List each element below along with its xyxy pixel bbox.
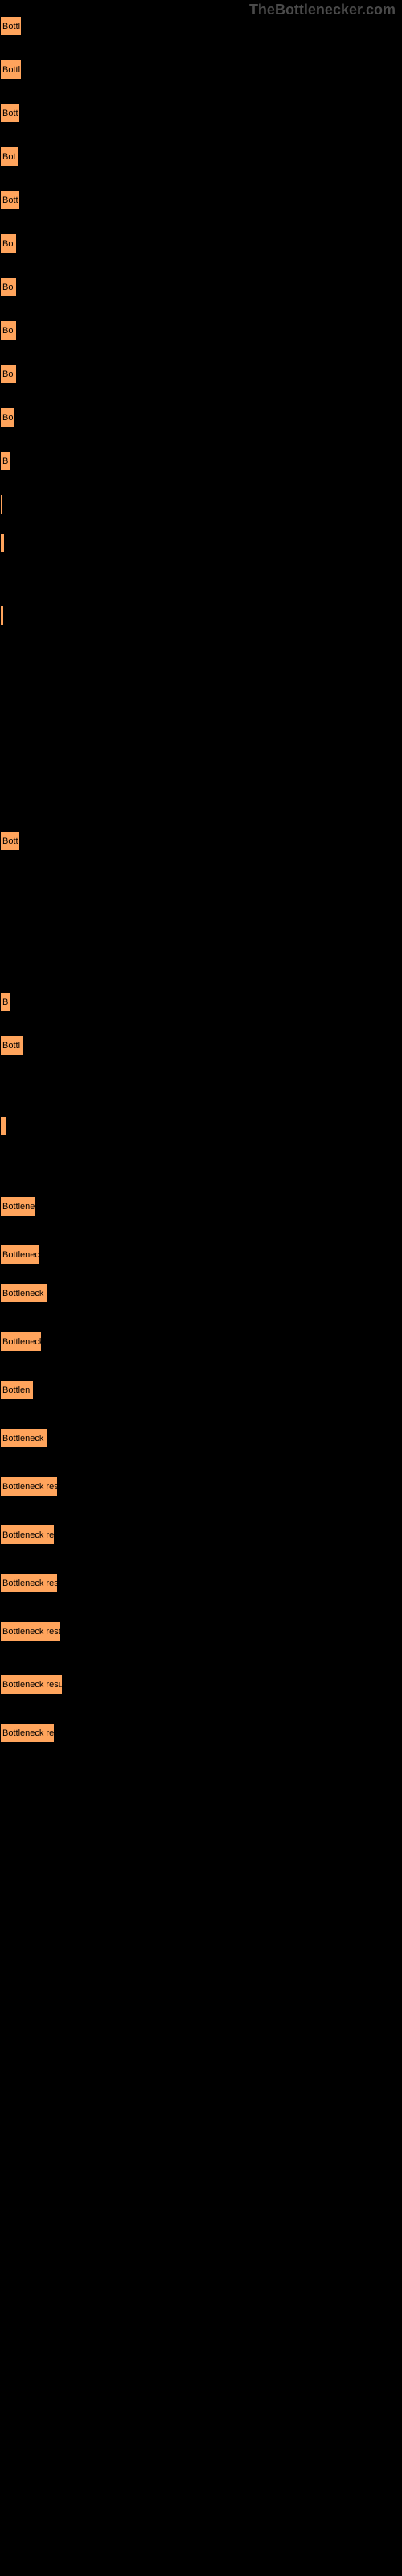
bar: Bottl xyxy=(0,1035,23,1055)
bar-row xyxy=(0,494,402,533)
bar-row: Bot xyxy=(0,147,402,190)
bar: B xyxy=(0,992,10,1012)
bar-label xyxy=(0,1265,402,1281)
bar: Bottl xyxy=(0,60,22,80)
bar-label xyxy=(0,1055,402,1071)
bar-label xyxy=(0,1593,402,1609)
bar-label xyxy=(0,1400,402,1416)
bar-row: Bottlene xyxy=(0,1196,402,1245)
bar-row: B xyxy=(0,992,402,1035)
bar: Bott xyxy=(0,831,20,851)
bar: Bottleneck re xyxy=(0,1723,55,1743)
bar-label xyxy=(0,625,402,642)
bar: Bottleneck xyxy=(0,1331,42,1352)
bar: Bottleneck xyxy=(0,1245,40,1265)
bar-row: Bottleneck res xyxy=(0,1476,402,1525)
bar-label xyxy=(0,80,402,96)
bar-label xyxy=(0,1641,402,1657)
bar-label xyxy=(0,1303,402,1319)
bar-label xyxy=(0,1012,402,1028)
bar-label xyxy=(0,1352,402,1368)
bar-label xyxy=(0,427,402,444)
bar-row: Bo xyxy=(0,320,402,364)
bar-label xyxy=(0,1216,402,1232)
bar: Bott xyxy=(0,190,20,210)
bar-row: Bottleneck r xyxy=(0,1428,402,1476)
bar-label xyxy=(0,36,402,52)
bar-row xyxy=(0,533,402,605)
bar-row: Bottleneck rest xyxy=(0,1621,402,1674)
bar-label xyxy=(0,384,402,400)
bar: Bottleneck res xyxy=(0,1476,58,1496)
bar: Bottleneck r xyxy=(0,1283,48,1303)
bar-row: Bottleneck xyxy=(0,1331,402,1380)
bar: Bottlen xyxy=(0,1380,34,1400)
bar-row: Bottlen xyxy=(0,1380,402,1428)
bar-row: Bottl xyxy=(0,60,402,103)
bar xyxy=(0,605,4,625)
bar-row: Bott xyxy=(0,831,402,992)
bar-row: Bott xyxy=(0,190,402,233)
bar: Bo xyxy=(0,233,17,254)
bar: Bo xyxy=(0,320,17,341)
bar: Bottleneck rest xyxy=(0,1621,61,1641)
bar-label xyxy=(0,167,402,183)
bar-row: Bottleneck resu xyxy=(0,1674,402,1723)
bar-row xyxy=(0,1116,402,1196)
bar: Bo xyxy=(0,277,17,297)
bar-row: Bottleneck res xyxy=(0,1573,402,1621)
bar: Bott xyxy=(0,103,20,123)
bar-row: Bottleneck re xyxy=(0,1723,402,1771)
bar-row: B xyxy=(0,451,402,494)
bar-label xyxy=(0,471,402,487)
bar xyxy=(0,533,5,553)
bar: Bottleneck res xyxy=(0,1573,58,1593)
bar-row: Bottleneck re xyxy=(0,1525,402,1573)
bar-label xyxy=(0,1545,402,1561)
bar: Bottl xyxy=(0,16,22,36)
bar-row: Bo xyxy=(0,407,402,451)
bar-row xyxy=(0,605,402,831)
bar xyxy=(0,1116,6,1136)
bar-label xyxy=(0,1496,402,1513)
bar xyxy=(0,494,3,514)
bar-label xyxy=(0,123,402,139)
bar-label xyxy=(0,1136,402,1152)
bar-chart: Bottl Bottl Bott Bot Bott Bo Bo Bo Bo Bo B Bott B Bot… xyxy=(0,16,402,1771)
bar-row: Bottl xyxy=(0,1035,402,1116)
bar-row: Bottleneck r xyxy=(0,1283,402,1331)
bar-row: Bottl xyxy=(0,16,402,60)
bar: Bot xyxy=(0,147,18,167)
bar-row: Bo xyxy=(0,277,402,320)
bar-label xyxy=(0,210,402,226)
bar: Bottleneck r xyxy=(0,1428,48,1448)
bar-label xyxy=(0,254,402,270)
bar-label xyxy=(0,553,402,569)
bar: Bo xyxy=(0,407,15,427)
bar-label xyxy=(0,297,402,313)
bar-row: Bott xyxy=(0,103,402,147)
bar-label xyxy=(0,514,402,530)
bar: Bottlene xyxy=(0,1196,36,1216)
bar: Bottleneck resu xyxy=(0,1674,63,1695)
bar: Bottleneck re xyxy=(0,1525,55,1545)
bar-label xyxy=(0,1448,402,1464)
bar-label xyxy=(0,341,402,357)
bar-row: Bottleneck xyxy=(0,1245,402,1283)
bar: B xyxy=(0,451,10,471)
bar: Bo xyxy=(0,364,17,384)
bar-row: Bo xyxy=(0,364,402,407)
bar-label xyxy=(0,851,402,867)
bar-label xyxy=(0,1695,402,1711)
bar-label xyxy=(0,1743,402,1759)
bar-row: Bo xyxy=(0,233,402,277)
